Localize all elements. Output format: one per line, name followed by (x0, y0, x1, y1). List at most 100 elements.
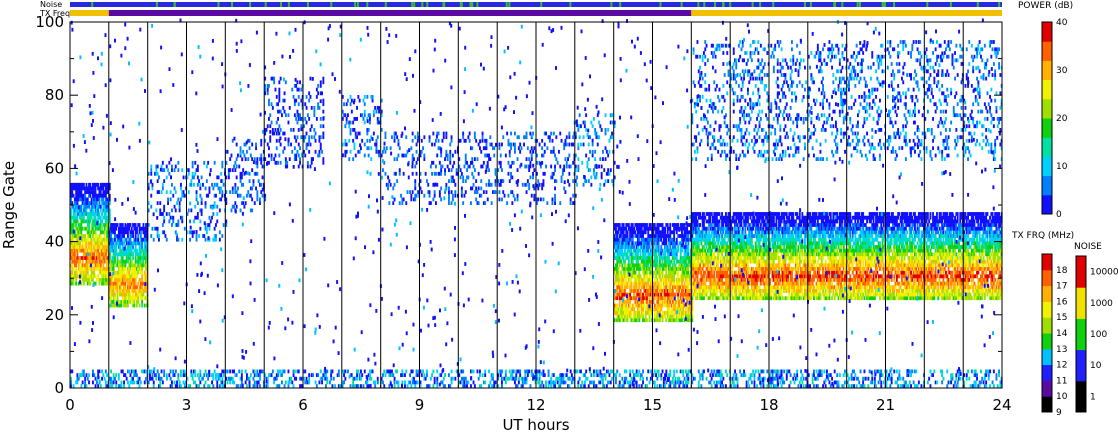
data-cell (727, 226, 730, 231)
data-cell (516, 193, 519, 198)
data-cell (287, 113, 290, 118)
data-cell (613, 237, 616, 242)
data-cell (99, 270, 102, 275)
data-cell (653, 281, 656, 286)
data-cell (171, 215, 173, 220)
data-cell (90, 252, 93, 257)
data-cell (104, 278, 107, 282)
data-cell (669, 296, 672, 301)
data-cell (622, 223, 625, 227)
data-cell (577, 128, 580, 132)
data-cell (631, 270, 634, 275)
data-cell (693, 267, 696, 271)
data-cell (646, 267, 648, 271)
data-cell (648, 278, 651, 282)
data-cell (428, 135, 431, 140)
data-cell (234, 182, 237, 187)
data-cell (459, 175, 462, 180)
data-cell (674, 267, 677, 271)
data-cell (108, 292, 111, 297)
data-cell (569, 201, 572, 205)
data-cell (626, 300, 629, 304)
data-cell (106, 263, 109, 268)
data-cell (503, 193, 506, 198)
data-cell (713, 263, 716, 268)
data-cell (753, 248, 756, 253)
data-cell (723, 289, 726, 293)
data-cell (753, 215, 756, 220)
data-cell (103, 190, 106, 194)
data-cell (703, 263, 705, 268)
data-cell (615, 270, 617, 275)
data-cell (211, 182, 213, 187)
data-cell (150, 164, 153, 169)
data-cell (613, 245, 616, 249)
data-cell (699, 212, 701, 216)
data-cell (551, 171, 554, 176)
data-cell (692, 241, 695, 246)
data-cell (754, 212, 757, 216)
data-cell (260, 153, 263, 158)
data-cell (467, 164, 470, 169)
data-cell (108, 230, 111, 235)
data-cell (609, 120, 612, 125)
data-cell (376, 117, 379, 121)
data-cell (247, 157, 250, 161)
data-cell (112, 263, 115, 268)
data-cell (710, 252, 713, 257)
data-cell (293, 84, 296, 88)
data-cell (753, 234, 756, 238)
data-cell (102, 208, 105, 213)
data-cell (141, 303, 144, 308)
data-cell (572, 193, 575, 198)
data-cell (98, 256, 101, 260)
data-cell (661, 270, 664, 275)
data-cell (646, 292, 648, 297)
data-cell (682, 292, 685, 297)
data-cell (715, 237, 718, 242)
data-cell (644, 237, 647, 242)
data-cell (76, 212, 79, 216)
data-cell (98, 204, 101, 209)
data-cell (104, 193, 107, 198)
data-cell (734, 245, 736, 249)
data-cell (80, 186, 83, 191)
data-cell (666, 289, 669, 293)
data-cell (98, 270, 101, 275)
data-cell (660, 237, 663, 242)
data-cell (125, 252, 128, 257)
data-cell (564, 142, 567, 147)
data-cell (750, 241, 753, 246)
data-cell (108, 274, 111, 279)
data-cell (699, 263, 701, 268)
data-cell (582, 120, 585, 125)
data-cell (438, 146, 441, 151)
data-cell (554, 168, 556, 172)
data-cell (70, 237, 72, 242)
data-cell (93, 274, 96, 279)
data-cell (644, 307, 647, 312)
data-cell (136, 300, 138, 304)
data-cell (183, 193, 186, 198)
data-cell (653, 296, 656, 301)
data-cell (653, 223, 656, 227)
data-cell (647, 303, 650, 308)
data-cell (713, 281, 716, 286)
data-cell (380, 109, 383, 114)
data-cell (163, 168, 166, 172)
data-cell (99, 248, 102, 253)
data-cell (86, 267, 89, 271)
data-cell (93, 212, 96, 216)
data-cell (642, 292, 644, 297)
data-cell (375, 142, 378, 147)
data-cell (86, 190, 89, 194)
data-cell (621, 296, 624, 301)
data-cell (485, 142, 488, 147)
data-cell (661, 303, 664, 308)
data-cell (577, 142, 580, 147)
data-cell (82, 212, 85, 216)
data-cell (366, 131, 369, 136)
data-cell (528, 186, 531, 191)
data-cell (630, 274, 633, 279)
data-cell (82, 274, 85, 279)
